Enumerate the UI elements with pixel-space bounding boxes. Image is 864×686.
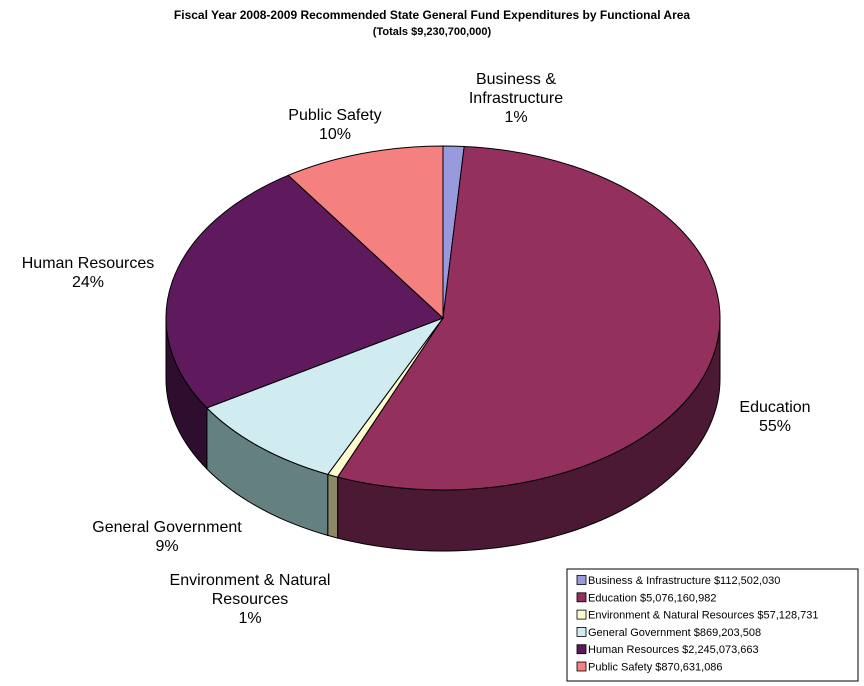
legend-swatch-human-resources <box>577 645 586 654</box>
slice-label-education: Education 55% <box>739 399 810 435</box>
slice-label-public-safety: Public Safety 10% <box>288 107 381 143</box>
chart-subtitle: (Totals $9,230,700,000) <box>373 26 492 38</box>
legend-entry-business-infrastructure: Business & Infrastructure $112,502,030 <box>588 575 780 587</box>
slice-label-human-resources: Human Resources 24% <box>22 255 155 291</box>
slice-side-environment-natural-resources <box>328 474 338 538</box>
legend: Business & Infrastructure $112,502,030 Ed… <box>567 569 858 681</box>
legend-entry-education: Education $5,076,160,982 <box>588 592 716 604</box>
pie-tops <box>166 146 720 490</box>
legend-entry-environment-natural-resources: Environment & Natural Resources $57,128,… <box>588 610 819 622</box>
slice-label-general-government: General Government 9% <box>92 519 242 555</box>
slice-label-environment-natural-resources: Environment & Natural Resources 1% <box>170 572 331 627</box>
legend-swatch-environment-natural-resources <box>577 610 586 619</box>
legend-swatch-public-safety <box>577 662 586 671</box>
legend-swatch-general-government <box>577 627 586 636</box>
legend-entry-general-government: General Government $869,203,508 <box>588 627 761 639</box>
legend-entry-public-safety: Public Safety $870,631,086 <box>588 662 723 674</box>
legend-swatch-education <box>577 593 586 602</box>
chart-title: Fiscal Year 2008-2009 Recommended State … <box>174 8 691 22</box>
legend-entry-human-resources: Human Resources $2,245,073,663 <box>588 644 759 656</box>
slice-label-business-infrastructure: Business & Infrastructure 1% <box>469 71 563 126</box>
legend-swatch-business-infrastructure <box>577 576 586 585</box>
